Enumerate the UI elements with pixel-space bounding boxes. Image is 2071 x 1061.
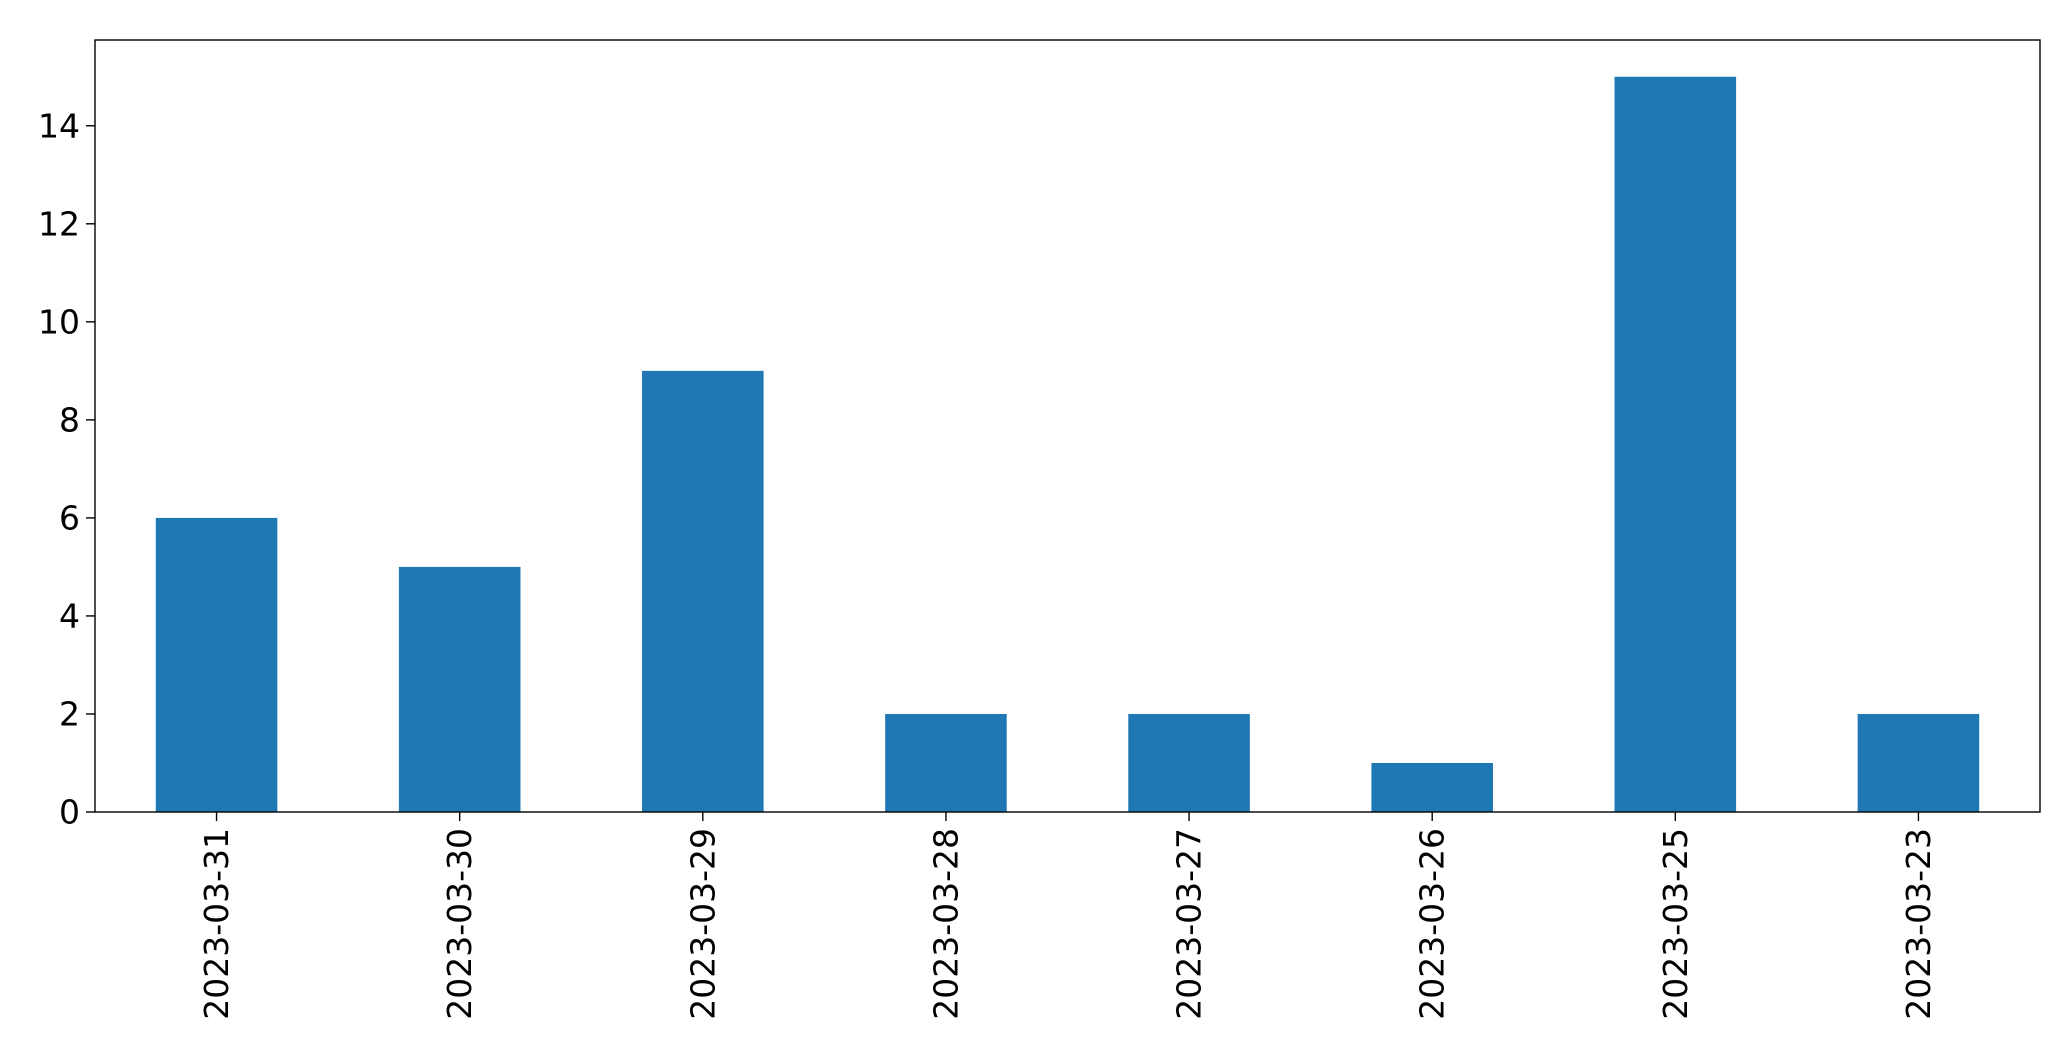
bar-2023-03-27 <box>1128 713 1250 812</box>
x-tick-label: 2023-03-25 <box>1656 828 1695 1020</box>
bar-2023-03-30 <box>398 566 521 812</box>
bar-2023-03-23 <box>1857 713 1980 812</box>
x-tick-label: 2023-03-27 <box>1170 828 1209 1020</box>
x-tick-label: 2023-03-31 <box>197 828 236 1020</box>
y-tick-label: 8 <box>59 400 80 439</box>
y-tick-label: 10 <box>38 302 80 341</box>
y-tick-label: 2 <box>59 694 80 733</box>
x-tick-label: 2023-03-28 <box>926 828 965 1020</box>
y-tick-label: 6 <box>59 498 80 537</box>
bar-2023-03-26 <box>1371 762 1493 812</box>
y-tick-label: 14 <box>38 106 80 145</box>
x-tick-label: 2023-03-30 <box>440 828 479 1020</box>
bar-2023-03-25 <box>1614 76 1737 812</box>
bar-2023-03-29 <box>642 370 764 812</box>
y-tick-label: 12 <box>38 204 80 243</box>
bar-2023-03-28 <box>885 713 1007 812</box>
x-axis: 2023-03-31 2023-03-30 2023-03-29 2023-03-28… <box>197 812 1938 1020</box>
y-tick-label: 4 <box>59 596 80 635</box>
plot-frame <box>94 39 2041 813</box>
bar-2023-03-31 <box>155 517 278 812</box>
x-tick-label: 2023-03-23 <box>1899 828 1938 1020</box>
y-axis: 0 2 4 6 8 10 12 14 <box>38 106 95 832</box>
bars-layer <box>155 76 1980 812</box>
y-tick-label: 0 <box>59 793 80 832</box>
x-tick-label: 2023-03-26 <box>1413 828 1452 1020</box>
x-tick-label: 2023-03-29 <box>683 828 722 1020</box>
